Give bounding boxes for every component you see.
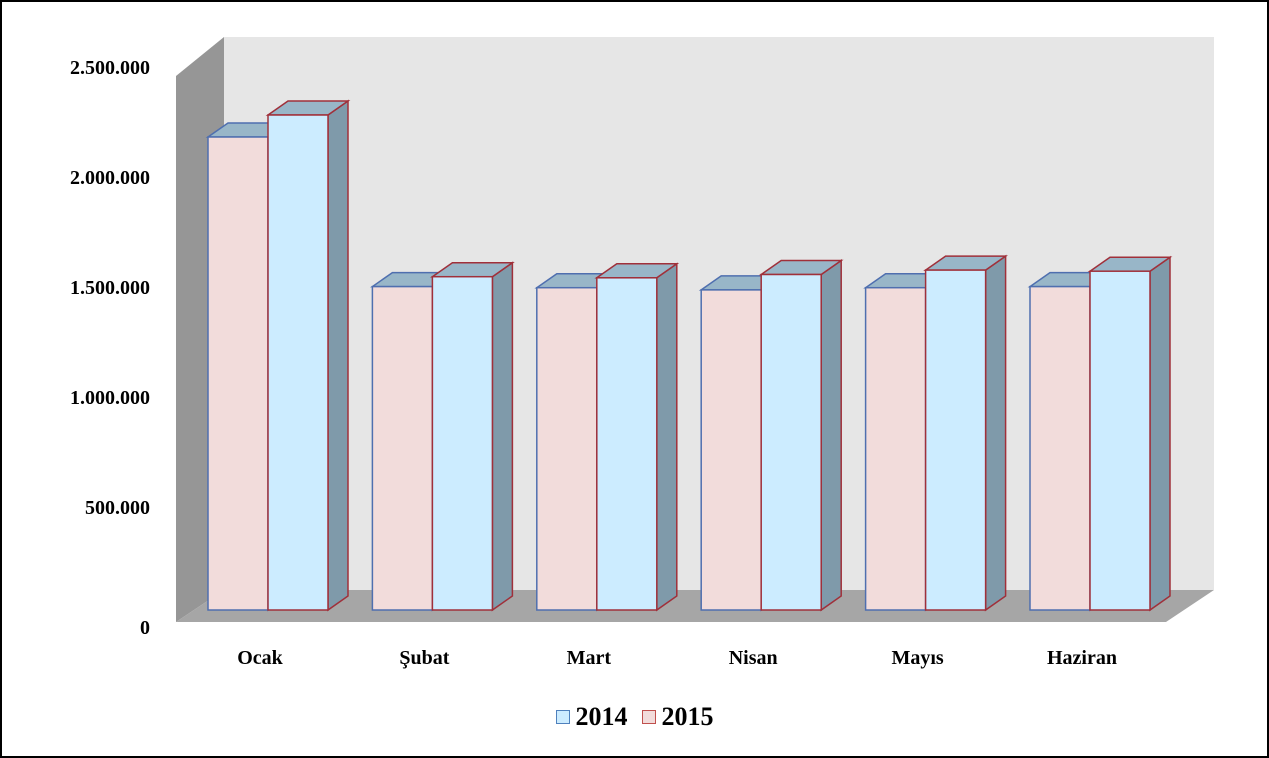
bar <box>758 259 844 612</box>
x-tick-label: Nisan <box>729 647 778 669</box>
legend-swatch-2014 <box>555 710 570 724</box>
bar-side <box>327 99 349 612</box>
y-tick-label: 0 <box>140 617 150 639</box>
bar-side <box>656 262 678 612</box>
y-tick-label: 500.000 <box>85 497 150 519</box>
bar-front <box>924 269 987 611</box>
bar-side <box>984 254 1007 612</box>
legend-swatch-2015 <box>641 710 656 724</box>
bar-front <box>431 275 494 611</box>
bar-side <box>820 259 842 612</box>
bar-front <box>1089 270 1151 611</box>
bar-front <box>536 286 598 611</box>
bar <box>594 262 680 612</box>
x-tick-label: Haziran <box>1047 647 1117 669</box>
bar-front <box>864 286 927 611</box>
legend-item-2014: 2014 <box>555 702 628 732</box>
x-tick-label: Mayıs <box>891 647 943 669</box>
x-tick-label: Şubat <box>399 647 449 669</box>
legend-item-2015: 2015 <box>641 702 714 732</box>
x-tick-label: Ocak <box>237 647 283 669</box>
bar-side <box>1149 255 1171 612</box>
y-tick-label: 2.500.000 <box>70 57 150 79</box>
y-tick-label: 2.000.000 <box>70 167 150 189</box>
bar-front <box>760 273 822 611</box>
bar-front <box>1029 285 1091 611</box>
chart-legend: 2014 2015 <box>0 697 1269 737</box>
bar-front <box>596 277 658 611</box>
bar <box>923 254 1008 612</box>
x-tick-label: Mart <box>567 647 612 669</box>
y-tick-label: 1.000.000 <box>70 387 150 409</box>
bar-front <box>207 136 269 611</box>
bar <box>430 261 515 612</box>
y-tick-label: 1.500.000 <box>70 277 150 299</box>
legend-label-2015: 2015 <box>661 702 714 731</box>
legend-label-2014: 2014 <box>575 702 628 731</box>
bar <box>265 99 351 612</box>
bar-side <box>491 261 514 612</box>
bar-front <box>267 114 329 611</box>
bar-front <box>700 289 762 611</box>
bar-front <box>371 285 434 611</box>
bar <box>1087 255 1173 612</box>
